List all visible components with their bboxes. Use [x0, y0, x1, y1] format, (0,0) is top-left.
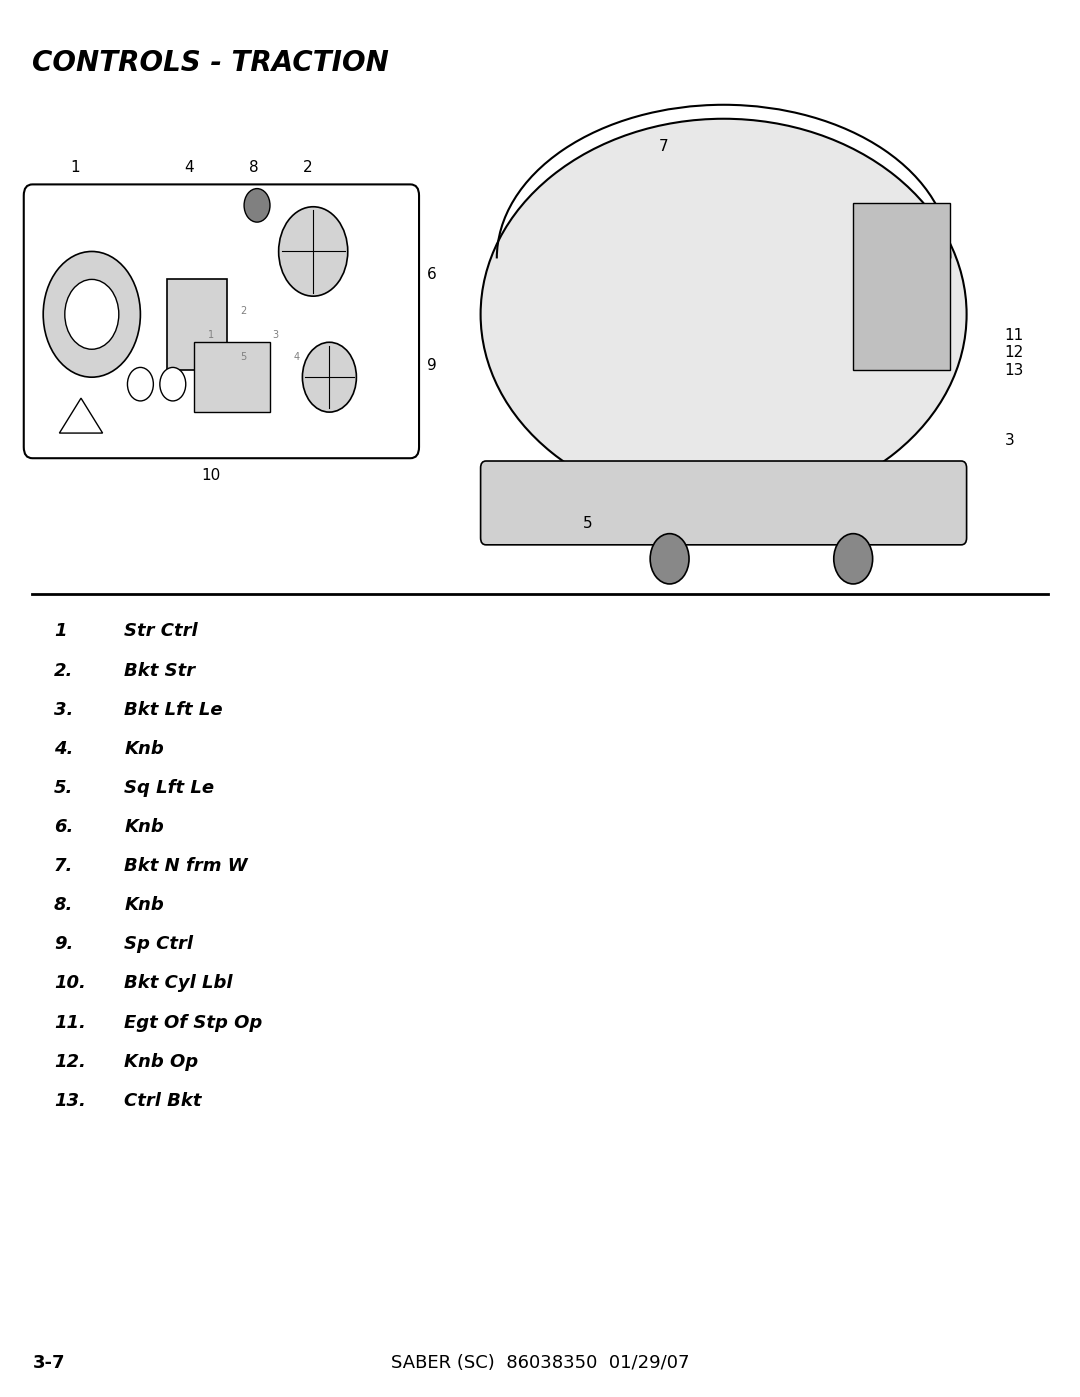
Text: CONTROLS - TRACTION: CONTROLS - TRACTION	[32, 49, 389, 77]
Text: 12.: 12.	[54, 1053, 86, 1070]
Circle shape	[43, 251, 140, 377]
Text: 5.: 5.	[54, 780, 73, 796]
FancyBboxPatch shape	[481, 461, 967, 545]
Bar	[853, 203, 950, 370]
Text: 4.: 4.	[54, 740, 73, 757]
Text: Sp Ctrl: Sp Ctrl	[124, 936, 193, 953]
Text: 8.: 8.	[54, 897, 73, 914]
Text: 5: 5	[583, 517, 593, 531]
Text: 4: 4	[185, 159, 193, 175]
Text: 6.: 6.	[54, 819, 73, 835]
Text: 10: 10	[201, 468, 220, 483]
Bar	[194, 342, 270, 412]
Text: 4: 4	[294, 352, 300, 362]
Text: Knb: Knb	[124, 897, 164, 914]
Text: Bkt Lft Le: Bkt Lft Le	[124, 701, 222, 718]
Circle shape	[160, 367, 186, 401]
Circle shape	[244, 189, 270, 222]
Text: Bkt Str: Bkt Str	[124, 662, 195, 679]
Circle shape	[834, 534, 873, 584]
Text: 6: 6	[427, 267, 436, 282]
Text: 7: 7	[659, 140, 669, 154]
Text: 5: 5	[240, 352, 246, 362]
Text: Sq Lft Le: Sq Lft Le	[124, 780, 214, 796]
Text: 13.: 13.	[54, 1092, 86, 1109]
Text: Ctrl Bkt: Ctrl Bkt	[124, 1092, 202, 1109]
Text: 3: 3	[1004, 433, 1014, 447]
Ellipse shape	[481, 119, 967, 510]
Text: Bkt N frm W: Bkt N frm W	[124, 858, 247, 875]
Text: 2: 2	[240, 306, 246, 316]
Text: Str Ctrl: Str Ctrl	[124, 623, 198, 640]
Bar	[167, 279, 227, 370]
Text: SABER (SC)  86038350  01/29/07: SABER (SC) 86038350 01/29/07	[391, 1354, 689, 1372]
Text: 7.: 7.	[54, 858, 73, 875]
Text: 1: 1	[207, 330, 214, 339]
Text: 1: 1	[71, 159, 80, 175]
Text: 3.: 3.	[54, 701, 73, 718]
Text: 9.: 9.	[54, 936, 73, 953]
Text: Bkt Cyl Lbl: Bkt Cyl Lbl	[124, 975, 232, 992]
Text: 2.: 2.	[54, 662, 73, 679]
Text: 11.: 11.	[54, 1014, 86, 1031]
Text: 11: 11	[1004, 328, 1024, 342]
Text: 10.: 10.	[54, 975, 86, 992]
Circle shape	[65, 279, 119, 349]
Text: 9: 9	[427, 358, 436, 373]
Text: Knb: Knb	[124, 740, 164, 757]
FancyBboxPatch shape	[24, 184, 419, 458]
Text: Knb Op: Knb Op	[124, 1053, 199, 1070]
Text: 13: 13	[1004, 363, 1024, 377]
Circle shape	[279, 207, 348, 296]
Text: 3-7: 3-7	[32, 1354, 65, 1372]
Polygon shape	[59, 398, 103, 433]
Text: 2: 2	[303, 159, 312, 175]
Text: 3: 3	[272, 330, 279, 339]
Text: 8: 8	[249, 159, 258, 175]
Circle shape	[650, 534, 689, 584]
Circle shape	[127, 367, 153, 401]
Text: Egt Of Stp Op: Egt Of Stp Op	[124, 1014, 262, 1031]
Text: 1: 1	[54, 623, 67, 640]
Text: Knb: Knb	[124, 819, 164, 835]
Circle shape	[302, 342, 356, 412]
Text: 12: 12	[1004, 345, 1024, 359]
